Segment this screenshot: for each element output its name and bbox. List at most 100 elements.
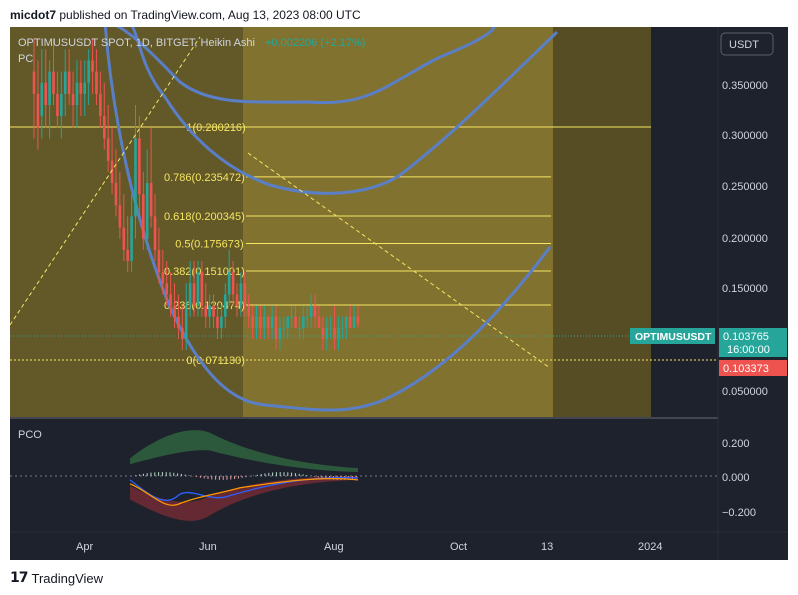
candle-body	[341, 327, 344, 329]
candle-body	[83, 82, 87, 94]
publisher-name[interactable]: micdot7	[10, 8, 57, 22]
candle-body	[134, 138, 137, 217]
candle-body	[56, 93, 59, 117]
dashed-trendline-up	[10, 36, 201, 326]
footer-brand[interactable]: TradingView	[31, 570, 104, 586]
x-label-13: 13	[541, 541, 553, 553]
candle-body	[75, 82, 79, 105]
candle-body	[192, 283, 196, 306]
candle-body	[114, 183, 118, 206]
indicator-label[interactable]: PC	[18, 53, 33, 65]
candle-body	[173, 305, 176, 317]
candle-body	[99, 93, 102, 117]
price-tick-1: 0.350000	[722, 80, 768, 92]
candle-body	[220, 316, 223, 328]
candle-body	[145, 183, 149, 239]
candle-body	[67, 71, 71, 94]
pco-lower-band	[130, 475, 358, 521]
price-tag	[719, 328, 787, 357]
pco-tick-1: 0.200	[722, 438, 750, 450]
candle-body	[161, 272, 165, 284]
pco-label: PCO	[18, 429, 42, 441]
candle-body	[44, 82, 48, 105]
candle-body	[231, 272, 235, 295]
candle-body	[102, 116, 106, 139]
candle-body	[106, 138, 110, 161]
candle-body	[294, 316, 297, 328]
candle-body	[52, 71, 55, 94]
candle-body	[200, 272, 204, 306]
candle-body	[60, 93, 63, 117]
tradingview-logo-icon[interactable]: 17	[10, 570, 29, 586]
candle-body	[32, 71, 36, 94]
candle-body	[227, 272, 231, 295]
fib-label-3: 0.5(0.175673)	[175, 239, 244, 251]
candle-body	[223, 294, 227, 317]
candle-body	[188, 283, 192, 306]
x-label-apr: Apr	[76, 541, 93, 553]
candle-body	[305, 316, 309, 318]
candle-body	[138, 138, 141, 195]
fib-label-2: 0.618(0.200345)	[164, 211, 245, 223]
candle-body	[157, 249, 161, 273]
candle-body	[286, 316, 290, 328]
candle-body	[239, 283, 243, 306]
price-tick-5: 0.150000	[722, 283, 768, 295]
candle-body	[309, 305, 313, 317]
candle-body	[235, 294, 239, 306]
candle-body	[313, 305, 317, 317]
dashed-trendline-down	[247, 152, 551, 369]
candle-body	[255, 316, 258, 328]
candle-body	[118, 205, 122, 228]
price-tag-value: 0.103765	[723, 331, 769, 343]
candle-body	[259, 316, 262, 328]
currency-button[interactable]	[720, 32, 774, 56]
price-tick-4: 0.200000	[722, 233, 768, 245]
candle-body	[317, 316, 321, 328]
pco-tick-2: 0.000	[722, 472, 750, 484]
candle-body	[266, 316, 270, 328]
price-tag-countdown: 16:00:00	[727, 344, 770, 356]
candle-body	[122, 227, 126, 250]
candle-body	[204, 305, 208, 317]
candle-body	[177, 316, 180, 328]
candle-body	[270, 316, 274, 328]
x-label-jun: Jun	[199, 541, 217, 553]
candle-body	[153, 216, 157, 250]
candle-body	[184, 305, 188, 339]
candle-body	[325, 327, 329, 339]
price-tick-2: 0.300000	[722, 130, 768, 142]
pco-upper-band	[130, 430, 358, 473]
candle-body	[344, 316, 348, 328]
candle-body	[352, 316, 356, 328]
candle-body	[337, 327, 340, 339]
channel-curve-2	[103, 27, 552, 412]
candle-body	[208, 305, 211, 317]
candle-body	[290, 316, 293, 318]
candle-body	[247, 305, 250, 317]
price-tick-7: 0.050000	[722, 386, 768, 398]
candle-body	[142, 194, 145, 239]
symbol-price-tag	[630, 328, 715, 344]
candle-body	[181, 327, 184, 339]
channel-curve-0	[115, 27, 496, 105]
currency-button-label[interactable]: USDT	[729, 39, 759, 51]
candle-body	[356, 316, 360, 324]
candle-body	[95, 71, 98, 94]
candle-body	[71, 93, 75, 105]
price-tick-3: 0.250000	[722, 181, 768, 193]
candle-body	[282, 327, 286, 329]
low-price-tag	[719, 360, 787, 376]
chart-canvas[interactable]: 1(0.280216) 0.786(0.235472) 0.618(0.200345…	[10, 27, 788, 560]
candle-body	[333, 327, 336, 339]
zone-middle	[243, 27, 553, 417]
candle-body	[251, 316, 254, 328]
candle-body	[149, 183, 153, 217]
candle-body	[79, 82, 83, 94]
candle-body	[165, 283, 169, 295]
channel-curve-1	[131, 27, 559, 195]
candle-body	[48, 71, 51, 105]
published-text: published on TradingView.com, Aug 13, 20…	[59, 8, 361, 22]
candle-body	[263, 316, 266, 328]
symbol-line[interactable]: OPTIMUSUSDT SPOT, 1D, BITGET, Heikin Ash…	[18, 37, 255, 49]
